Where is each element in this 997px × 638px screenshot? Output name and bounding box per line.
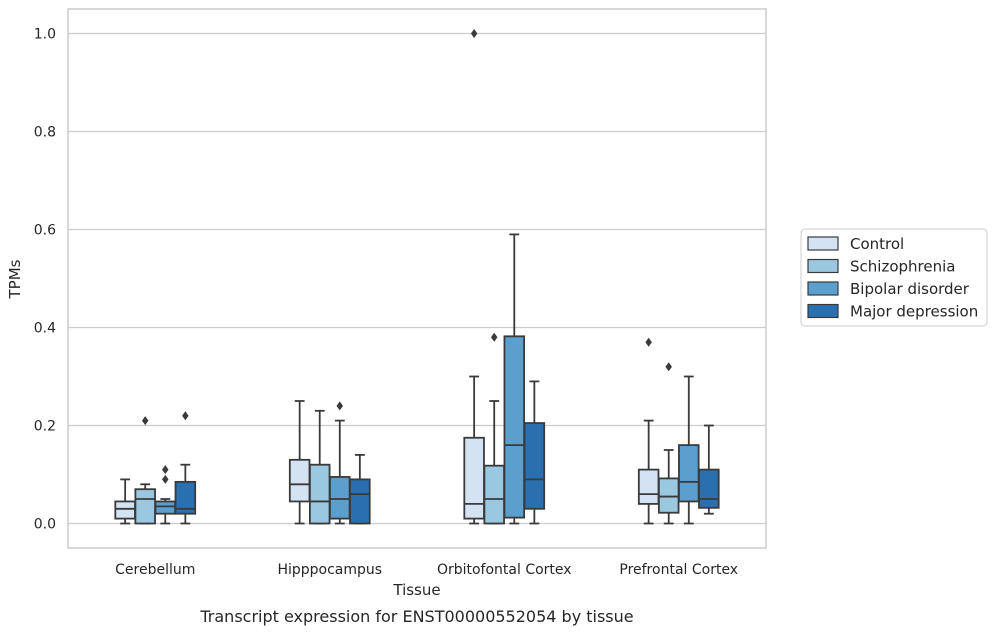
legend-swatch [807, 303, 839, 319]
y-tick-label: 1.0 [34, 27, 56, 43]
legend-label: Major depression [850, 303, 978, 321]
box-schizophrenia [134, 416, 156, 525]
iqr-box [698, 468, 720, 509]
box-major-depression [698, 424, 720, 515]
chart-caption: Transcript expression for ENST0000055205… [199, 607, 633, 626]
legend-label: Bipolar disorder [850, 280, 970, 298]
iqr-box [503, 335, 526, 519]
outlier-point [645, 337, 652, 347]
iqr-box [174, 480, 197, 515]
y-tick-label: 0.4 [34, 321, 56, 337]
iqr-box [308, 463, 331, 525]
x-tick-label: Hipppocampus [277, 562, 382, 578]
outlier-point [665, 362, 672, 372]
legend: Control Schizophrenia Bipolar disorder Majo… [800, 228, 988, 327]
iqr-box [657, 477, 680, 514]
iqr-box [154, 500, 177, 515]
outlier-point [162, 465, 169, 475]
x-tick-label: Cerebellum [115, 562, 195, 578]
box-series [114, 29, 720, 525]
box-bipolar-disorder [329, 401, 351, 525]
x-tick-label: Orbitofontal Cortex [437, 562, 572, 578]
outlier-point [470, 29, 478, 38]
iqr-box [483, 464, 505, 525]
iqr-box [678, 444, 700, 503]
outlier-point [162, 474, 169, 484]
iqr-box [288, 458, 311, 503]
iqr-box [523, 422, 546, 510]
legend-swatch [807, 281, 839, 296]
iqr-box [134, 488, 156, 525]
box-control [114, 478, 136, 525]
iqr-box [114, 500, 136, 520]
axes: 0.0 0.2 0.4 0.6 0.8 1.0 Cerebellum Hipppocampus… [34, 27, 738, 579]
box-major-depression [174, 411, 197, 525]
legend-label: Control [850, 235, 904, 253]
box-bipolar-disorder [154, 465, 177, 525]
outlier-point [336, 401, 344, 411]
gridlines [68, 32, 766, 525]
iqr-box [349, 478, 371, 525]
iqr-box [463, 436, 485, 520]
box-schizophrenia [308, 409, 331, 525]
legend-label: Schizophrenia [850, 258, 955, 276]
box-control [637, 337, 660, 525]
plot-frame [67, 8, 767, 549]
box-major-depression [349, 453, 371, 525]
legend-swatch [807, 258, 839, 274]
y-tick-label: 0.2 [34, 419, 56, 435]
iqr-box [637, 468, 660, 505]
legend-frame [800, 228, 988, 327]
box-bipolar-disorder [503, 233, 526, 525]
iqr-box [329, 476, 351, 520]
box-major-depression [523, 380, 546, 525]
box-schizophrenia [657, 362, 680, 525]
box-control [463, 29, 485, 525]
y-tick-label: 0.8 [34, 125, 56, 141]
x-axis-label: Tissue [392, 581, 440, 599]
outlier-point [182, 411, 189, 421]
x-tick-label: Prefrontal Cortex [619, 562, 738, 578]
box-bipolar-disorder [678, 375, 700, 525]
y-tick-label: 0.6 [34, 223, 56, 239]
y-axis-label: TPMs [6, 259, 24, 299]
box-schizophrenia [483, 332, 505, 525]
outlier-point [141, 416, 149, 426]
y-tick-label: 0.0 [34, 517, 56, 533]
outlier-point [490, 332, 498, 342]
legend-swatch [807, 236, 839, 251]
box-control [288, 400, 311, 525]
